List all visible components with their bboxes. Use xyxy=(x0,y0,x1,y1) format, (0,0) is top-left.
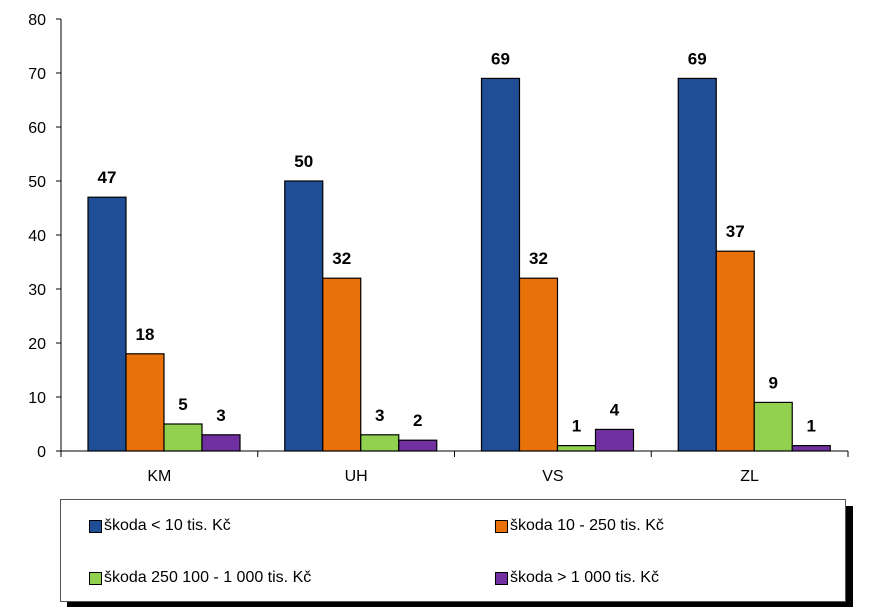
data-label: 69 xyxy=(491,49,510,68)
legend-item-series-1: škoda < 10 tis. Kč xyxy=(89,517,231,535)
y-tick-label: 60 xyxy=(28,120,46,137)
x-tick-label: UH xyxy=(345,468,368,485)
bar xyxy=(791,445,831,452)
chart-legend: škoda < 10 tis. Kč škoda 10 - 250 tis. K… xyxy=(60,499,846,602)
data-label: 9 xyxy=(769,373,778,392)
legend-swatch-series-2 xyxy=(495,519,508,533)
y-tick-label: 30 xyxy=(28,282,46,299)
x-tick-label: ZL xyxy=(740,468,759,485)
bar xyxy=(398,439,438,452)
chart-bars xyxy=(87,77,831,452)
data-label: 18 xyxy=(136,325,155,344)
bar xyxy=(594,428,635,452)
legend-swatch-series-4 xyxy=(495,571,508,585)
bar xyxy=(518,277,559,452)
data-label: 4 xyxy=(610,400,620,419)
bar xyxy=(284,180,324,452)
legend-label-series-4: škoda > 1 000 tis. Kč xyxy=(510,569,659,586)
bar xyxy=(677,77,717,452)
bar xyxy=(201,434,241,452)
y-tick-label: 10 xyxy=(28,390,46,407)
legend-label-series-1: škoda < 10 tis. Kč xyxy=(104,517,231,534)
bar xyxy=(163,423,203,452)
data-label: 5 xyxy=(178,395,187,414)
data-label: 69 xyxy=(688,49,707,68)
bar xyxy=(125,353,165,452)
data-label: 32 xyxy=(529,249,548,268)
legend-swatch-series-1 xyxy=(89,519,102,533)
data-label: 50 xyxy=(294,152,313,171)
x-tick-label: KM xyxy=(147,468,171,485)
data-label: 2 xyxy=(413,411,422,430)
y-tick-label: 20 xyxy=(28,336,46,353)
data-label: 32 xyxy=(332,249,351,268)
legend-item-series-2: škoda 10 - 250 tis. Kč xyxy=(495,517,664,535)
y-tick-label: 70 xyxy=(28,66,46,83)
data-label: 1 xyxy=(572,417,581,436)
data-label: 3 xyxy=(216,406,225,425)
y-tick-label: 0 xyxy=(37,444,46,461)
legend-item-series-3: škoda 250 100 - 1 000 tis. Kč xyxy=(89,569,311,587)
data-label: 47 xyxy=(98,168,117,187)
x-tick-label: VS xyxy=(542,468,563,485)
y-tick-label: 40 xyxy=(28,228,46,245)
legend-label-series-2: škoda 10 - 250 tis. Kč xyxy=(510,517,664,534)
bar xyxy=(753,401,793,452)
legend-label-series-3: škoda 250 100 - 1 000 tis. Kč xyxy=(104,569,312,586)
data-label: 3 xyxy=(375,406,384,425)
bar xyxy=(480,77,521,452)
bar xyxy=(556,445,597,452)
data-label: 1 xyxy=(807,417,816,436)
bar xyxy=(360,434,400,452)
y-tick-label: 80 xyxy=(28,12,46,29)
data-label: 37 xyxy=(726,222,745,241)
bar xyxy=(322,277,362,452)
chart-axes: 0 10 20 30 40 50 60 70 80 KM UH VS ZL xyxy=(28,12,849,485)
legend-swatch-series-3 xyxy=(89,571,102,585)
legend-item-series-4: škoda > 1 000 tis. Kč xyxy=(495,569,659,587)
y-tick-label: 50 xyxy=(28,174,46,191)
bar xyxy=(715,250,755,452)
bar xyxy=(87,196,127,452)
